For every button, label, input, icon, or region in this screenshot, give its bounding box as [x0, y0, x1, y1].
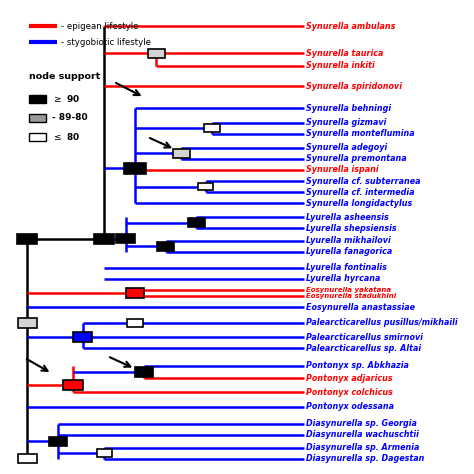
Bar: [29, 114, 46, 122]
Bar: [94, 234, 114, 245]
Bar: [198, 182, 213, 191]
Bar: [29, 95, 46, 103]
Text: Lyurella asheensis: Lyurella asheensis: [306, 213, 388, 222]
Bar: [157, 242, 174, 251]
Bar: [148, 49, 165, 57]
Text: Pontonyx sp. Abkhazia: Pontonyx sp. Abkhazia: [306, 361, 409, 370]
Bar: [73, 332, 92, 342]
Bar: [49, 437, 67, 446]
Bar: [29, 133, 46, 141]
Text: Synurella longidactylus: Synurella longidactylus: [306, 199, 412, 208]
Bar: [64, 380, 83, 391]
Text: Palearcticarellus pusillus/mikhaili: Palearcticarellus pusillus/mikhaili: [306, 319, 457, 328]
Text: Synurella premontana: Synurella premontana: [306, 155, 406, 164]
Text: - epigean lifestyle: - epigean lifestyle: [61, 22, 139, 31]
Text: Synurella ispani: Synurella ispani: [306, 165, 378, 174]
Text: Lyurella fanagorica: Lyurella fanagorica: [306, 247, 392, 256]
Text: Lyurella hyrcana: Lyurella hyrcana: [306, 274, 380, 283]
Bar: [128, 319, 143, 327]
Text: Pontonyx odessana: Pontonyx odessana: [306, 402, 393, 411]
Text: - 89-80: - 89-80: [52, 113, 88, 122]
Text: Synurella taurica: Synurella taurica: [306, 49, 383, 58]
Text: Eosynurella yakatana: Eosynurella yakatana: [306, 287, 391, 293]
Text: - stygobiotic lifestyle: - stygobiotic lifestyle: [61, 38, 151, 47]
Text: Palearcticarellus smirnovi: Palearcticarellus smirnovi: [306, 333, 423, 342]
Text: Diasynurella sp. Dagestan: Diasynurella sp. Dagestan: [306, 454, 424, 463]
Text: Eosynurella anastassiae: Eosynurella anastassiae: [306, 303, 415, 312]
Bar: [18, 454, 36, 464]
Text: Eosynurella stadukhini: Eosynurella stadukhini: [306, 293, 396, 299]
Text: Lyurella fontinalis: Lyurella fontinalis: [306, 263, 386, 272]
Bar: [124, 163, 146, 174]
Bar: [188, 219, 205, 227]
Text: Synurella adegoyi: Synurella adegoyi: [306, 144, 387, 152]
Text: Diasynurella wachuschtii: Diasynurella wachuschtii: [306, 430, 419, 439]
Text: Synurella spiridonovi: Synurella spiridonovi: [306, 82, 401, 91]
Text: Lyurella shepsiensis: Lyurella shepsiensis: [306, 224, 396, 233]
Bar: [173, 149, 190, 158]
Bar: [204, 124, 219, 132]
Bar: [97, 449, 112, 457]
Text: Synurella cf. intermedia: Synurella cf. intermedia: [306, 188, 414, 197]
Text: Diasynurella sp. Georgia: Diasynurella sp. Georgia: [306, 419, 417, 428]
Text: Synurella cf. subterranea: Synurella cf. subterranea: [306, 176, 420, 185]
Text: $\geq$ 90: $\geq$ 90: [52, 93, 80, 104]
Bar: [135, 367, 154, 376]
Text: Pontonyx adjaricus: Pontonyx adjaricus: [306, 374, 392, 383]
Text: Synurella monteflumina: Synurella monteflumina: [306, 129, 414, 138]
Text: Lyurella mikhailovi: Lyurella mikhailovi: [306, 237, 391, 246]
Bar: [18, 234, 37, 245]
Bar: [116, 234, 135, 244]
Text: Synurella behningi: Synurella behningi: [306, 104, 391, 113]
Text: node support: node support: [29, 73, 100, 82]
Text: $\leq$ 80: $\leq$ 80: [52, 131, 80, 142]
Text: Palearcticarellus sp. Altai: Palearcticarellus sp. Altai: [306, 344, 421, 353]
Text: Pontonyx colchicus: Pontonyx colchicus: [306, 388, 392, 397]
Text: Synurella inkiti: Synurella inkiti: [306, 61, 374, 70]
Text: Synurella gizmavi: Synurella gizmavi: [306, 118, 386, 127]
Text: Synurella ambulans: Synurella ambulans: [306, 22, 395, 31]
Bar: [126, 288, 144, 298]
Bar: [18, 318, 36, 328]
Text: Diasynurella sp. Armenia: Diasynurella sp. Armenia: [306, 443, 419, 452]
